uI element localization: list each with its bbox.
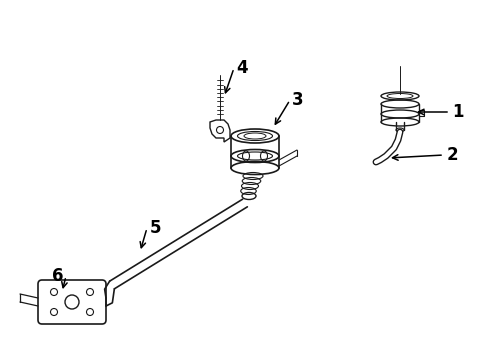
Text: 3: 3 xyxy=(292,91,304,109)
Text: 5: 5 xyxy=(149,219,161,237)
Text: 4: 4 xyxy=(236,59,248,77)
Text: 1: 1 xyxy=(452,103,464,121)
FancyBboxPatch shape xyxy=(38,280,106,324)
Text: 6: 6 xyxy=(52,267,64,285)
Text: 2: 2 xyxy=(446,146,458,164)
